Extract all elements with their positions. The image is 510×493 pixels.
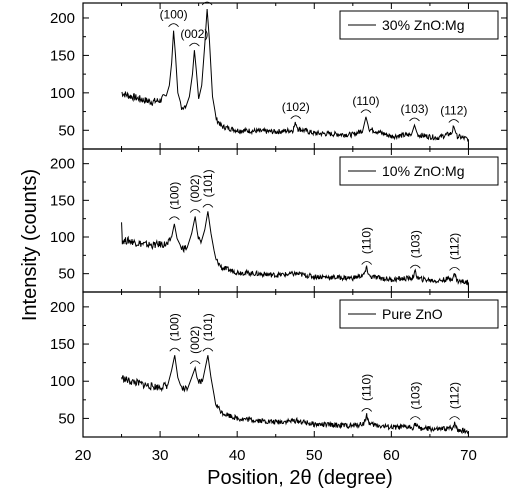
series-line (121, 211, 469, 292)
peak-marker (361, 261, 373, 265)
peak-label: (002) (180, 27, 208, 41)
peak-label: (101) (201, 313, 215, 341)
peak-label-group: (110) (360, 227, 374, 265)
peak-label: (102) (282, 100, 310, 114)
peak-marker (189, 42, 200, 47)
peak-label: (110) (360, 227, 374, 254)
legend: 10% ZnO:Mg (339, 156, 499, 186)
peak-label-group: (103) (408, 230, 422, 269)
peak-label: (100) (168, 313, 182, 341)
x-tick-label: 60 (383, 447, 400, 464)
peak-label: (103) (400, 102, 428, 116)
peak-marker (361, 408, 373, 412)
peak-label-group: (002) (180, 27, 208, 47)
x-axis-label: Position, 2θ (degree) (207, 467, 393, 489)
panel-3: 50 100 150 200 (100) (002)(101) (110) (103) (112… (50, 291, 508, 438)
peak-marker (189, 360, 201, 365)
peak-marker (449, 416, 460, 420)
peak-label-group: (103) (408, 382, 422, 420)
legend-label: 10% ZnO:Mg (382, 163, 464, 179)
peak-label: (110) (352, 94, 379, 108)
peak-label-group: (101) (201, 169, 215, 208)
peak-label-group: (100) (168, 313, 182, 352)
peak-label: (100) (160, 8, 188, 22)
peak-marker (449, 267, 460, 271)
peak-label: (100) (167, 182, 181, 210)
y-tick-label: 200 (50, 10, 75, 27)
peak-label-group: (110) (352, 94, 379, 114)
x-tick-label: 40 (229, 447, 246, 464)
peak-marker (169, 216, 180, 221)
peak-label: (101) (201, 169, 215, 197)
peak-marker (448, 119, 460, 123)
peak-label-group: (101) (201, 1, 213, 6)
panels-group: 50100150200(100)(002)(101)(102)(110)(103… (50, 1, 508, 438)
peak-marker (202, 347, 214, 352)
x-tick-label: 30 (152, 447, 169, 464)
peak-label: (103) (408, 230, 422, 258)
peak-marker (409, 117, 420, 122)
peak-label: (110) (360, 374, 374, 401)
y-tick-label: 200 (50, 299, 75, 316)
x-tick-label: 70 (460, 447, 477, 464)
peak-label-group: (100) (160, 8, 188, 27)
y-axis-label: Intensity (counts) (19, 169, 41, 321)
peak-label-group: (103) (400, 102, 429, 122)
y-tick-label: 50 (58, 122, 75, 139)
peak-marker (290, 115, 302, 120)
panel-1: 50 100 150 200 (100) (002) (101) (102) (110) (103… (50, 1, 508, 150)
peak-marker (168, 23, 179, 27)
legend: 30% ZnO:Mg (339, 10, 499, 40)
peak-label: (112) (448, 233, 462, 260)
peak-label-group: (112) (448, 233, 462, 271)
peak-label-group: (101) (201, 313, 215, 352)
peak-label-group: (002) (188, 174, 202, 213)
y-tick-label: 150 (50, 336, 75, 353)
y-tick-label: 50 (58, 266, 75, 283)
peak-label-group: (102) (282, 100, 310, 120)
y-tick-label: 150 (50, 192, 75, 209)
peak-marker (201, 1, 213, 6)
peak-marker (169, 347, 181, 352)
peak-label-group: (112) (440, 104, 467, 123)
y-tick-label: 100 (50, 373, 75, 390)
legend-label: 30% ZnO:Mg (382, 17, 464, 33)
peak-label: (002) (188, 174, 202, 202)
y-tick-label: 50 (58, 410, 75, 427)
peak-marker (189, 209, 201, 213)
peak-marker (360, 109, 372, 114)
peak-label-group: (112) (448, 382, 462, 420)
panel-frame (82, 291, 508, 438)
series-line (121, 8, 469, 149)
panel-2: 50 100 150 200 (100) (002)(101) (110) (103) (112… (50, 148, 508, 293)
legend: Pure ZnO (339, 299, 499, 329)
x-tick-label: 50 (306, 447, 323, 464)
peak-label-group: (110) (360, 374, 374, 412)
peak-marker (202, 203, 214, 208)
peak-label: (002) (188, 326, 202, 354)
peak-marker (409, 264, 421, 269)
peak-label: (112) (440, 104, 467, 118)
peak-label-group: (002) (188, 326, 202, 365)
y-tick-label: 100 (50, 85, 75, 102)
peak-label: (103) (408, 382, 422, 410)
peak-label-group: (100) (167, 182, 181, 221)
peak-marker (409, 416, 421, 420)
peak-label: (112) (448, 382, 462, 409)
x-axis: 20 30 40 50 60 70 (75, 447, 477, 464)
y-tick-label: 100 (50, 229, 75, 246)
series-line (121, 355, 469, 437)
legend-label: Pure ZnO (382, 306, 443, 322)
x-tick-label: 20 (75, 447, 92, 464)
y-tick-label: 150 (50, 47, 75, 64)
y-tick-label: 200 (50, 156, 75, 173)
